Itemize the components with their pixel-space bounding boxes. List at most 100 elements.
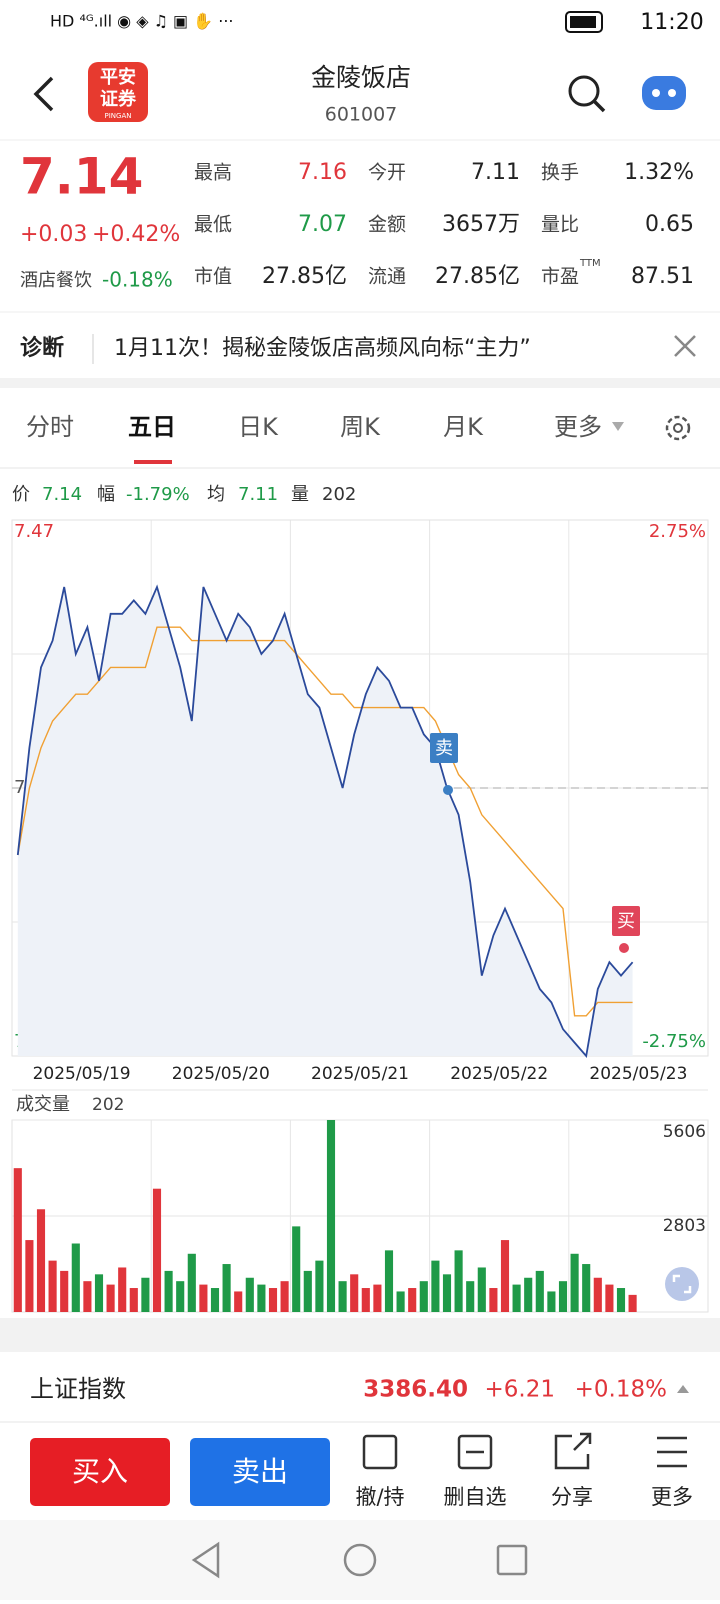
stock-code: 601007	[325, 104, 398, 126]
assistant-eye	[652, 89, 660, 97]
volume-bar	[396, 1291, 405, 1312]
sector: 酒店餐饮	[20, 270, 92, 291]
assistant-button[interactable]	[642, 76, 686, 110]
signal-box	[430, 733, 458, 763]
volume-bar	[25, 1240, 34, 1312]
buy-button[interactable]	[30, 1438, 170, 1506]
diagnosis-text[interactable]: 1月11次！揭秘金陵饭店高频风向标“主力”	[114, 336, 531, 361]
y-tick-label: 5606	[663, 1122, 706, 1142]
tab[interactable]: 更多	[554, 413, 602, 441]
field-value: 1.32%	[624, 160, 694, 185]
share-icon[interactable]	[554, 1432, 592, 1470]
quote-fields: 最高 7.16 今开 7.11 换手 1.32% 最低 7.07 金额 3657万 量比 0.65 市值…	[194, 160, 694, 289]
info-value: 7.14	[42, 484, 82, 505]
volume-bar	[582, 1264, 591, 1312]
signal-box	[612, 906, 640, 936]
info-label: 幅	[97, 484, 115, 505]
volume-bar	[454, 1250, 463, 1312]
field-sup: TTM	[579, 258, 601, 269]
expand-icon	[672, 1274, 692, 1294]
more-icon[interactable]	[657, 1436, 687, 1468]
settings-core	[673, 423, 683, 433]
sell-button[interactable]	[190, 1438, 330, 1506]
volume-bar	[257, 1284, 266, 1312]
nav-home[interactable]	[343, 1543, 377, 1577]
action-label[interactable]: 删自选	[444, 1485, 507, 1509]
price-area	[17, 587, 633, 1056]
tab[interactable]: 日K	[238, 413, 279, 441]
nav-back[interactable]	[191, 1541, 220, 1579]
field-label: 换手	[541, 162, 579, 184]
volume-bar	[210, 1288, 220, 1312]
volume-bar	[187, 1253, 196, 1312]
field-value: 0.65	[645, 212, 694, 237]
field-value: 7.16	[298, 160, 347, 185]
x-tick-label: 2025/05/23	[589, 1064, 687, 1084]
volume-bar	[570, 1253, 579, 1312]
info-value: 202	[322, 484, 356, 505]
nav-recent[interactable]	[496, 1544, 528, 1576]
spacer	[0, 1318, 720, 1352]
logo-text: 平安	[100, 66, 136, 88]
search-button[interactable]	[568, 75, 600, 107]
logo-en: PINGAN	[105, 112, 132, 120]
field-label: 最高	[194, 162, 232, 184]
volume-bar	[280, 1281, 289, 1312]
action-label[interactable]: 撤/持	[355, 1485, 404, 1509]
assistant-eye	[668, 89, 676, 97]
volume-bar	[616, 1288, 626, 1312]
volume-bar	[315, 1260, 324, 1312]
volume-bar	[141, 1277, 150, 1312]
info-label: 量	[291, 484, 309, 505]
volume-bar	[152, 1188, 162, 1312]
volume-bar	[303, 1270, 312, 1312]
field-value: 7.11	[471, 160, 520, 185]
index-pct: +0.18%	[575, 1377, 667, 1403]
settings-button[interactable]	[665, 415, 691, 441]
volume-bar	[535, 1270, 544, 1312]
volume-bar	[60, 1270, 69, 1312]
volume-bar	[268, 1288, 278, 1312]
withdraw-icon[interactable]	[362, 1434, 398, 1470]
index-name[interactable]: 上证指数	[30, 1375, 126, 1403]
volume-bar	[350, 1274, 359, 1312]
volume-bar	[36, 1209, 46, 1312]
volume-bar	[408, 1288, 417, 1312]
volume-bar	[512, 1284, 521, 1312]
volume-bar	[83, 1281, 92, 1312]
tab[interactable]: 分时	[26, 413, 74, 441]
volume-bar	[176, 1281, 185, 1312]
spacer	[0, 378, 720, 388]
volume-bar	[605, 1284, 614, 1312]
field-value: 87.51	[631, 264, 694, 289]
info-bar: 价 7.14 幅 -1.79% 均 7.11 量 202	[12, 484, 356, 505]
back-button[interactable]	[33, 76, 54, 112]
field-label: 市盈	[541, 266, 579, 288]
volume-bar	[384, 1250, 394, 1312]
x-tick-label: 2025/05/19	[33, 1064, 131, 1084]
remove-icon[interactable]	[457, 1434, 493, 1470]
field-label: 市值	[194, 266, 232, 288]
expand-button[interactable]	[665, 1267, 699, 1301]
volume-bar	[326, 1120, 336, 1312]
signal-dot	[619, 943, 629, 953]
volume-bar	[222, 1264, 231, 1312]
field-value: 7.07	[298, 212, 347, 237]
x-tick-label: 2025/05/22	[450, 1064, 548, 1084]
volume-bar	[106, 1284, 115, 1312]
field-label: 流通	[368, 266, 406, 288]
close-button[interactable]	[674, 335, 696, 357]
info-label: 均	[207, 484, 225, 505]
signal-label: 卖	[435, 738, 453, 759]
tab[interactable]: 周K	[340, 413, 381, 441]
action-label[interactable]: 更多	[651, 1485, 693, 1509]
volume-bar	[361, 1288, 370, 1312]
action-label[interactable]: 分享	[551, 1485, 593, 1509]
tab[interactable]: 月K	[443, 413, 484, 441]
info-label: 价	[12, 484, 30, 505]
tab[interactable]: 五日	[128, 413, 176, 441]
logo[interactable]	[88, 62, 148, 122]
field-value: 27.85亿	[435, 264, 520, 289]
buy-label: 买入	[72, 1455, 128, 1488]
